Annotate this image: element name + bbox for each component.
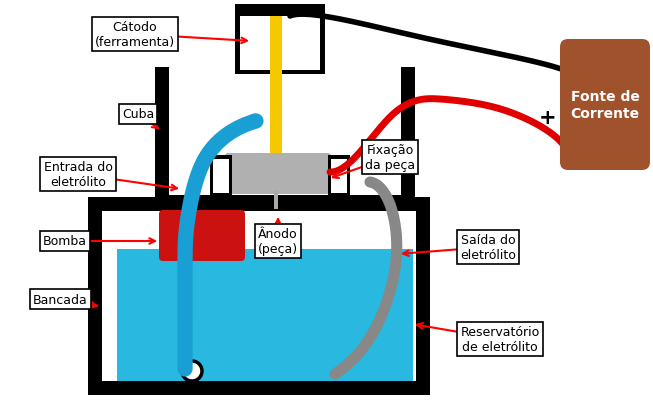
Text: Fixação
da peça: Fixação da peça	[365, 144, 415, 172]
Text: Ânodo
(peça): Ânodo (peça)	[258, 228, 298, 256]
Bar	[117, 249, 413, 381]
Text: Bancada: Bancada	[33, 293, 88, 306]
FancyBboxPatch shape	[560, 40, 650, 171]
Text: Saída do
eletrólito: Saída do eletrólito	[460, 233, 516, 261]
Bar	[235, 5, 240, 75]
Bar	[320, 5, 325, 75]
Bar	[328, 156, 350, 198]
Text: +: +	[539, 108, 557, 128]
Bar	[235, 71, 325, 75]
Bar	[401, 68, 415, 209]
Text: Bomba: Bomba	[43, 235, 87, 248]
Bar	[235, 5, 325, 17]
Bar	[274, 192, 278, 209]
Text: Reservatório
de eletrólito: Reservatório de eletrólito	[460, 325, 539, 353]
Circle shape	[182, 361, 202, 381]
Bar	[213, 160, 229, 194]
Bar	[169, 68, 401, 196]
Bar	[102, 211, 416, 381]
Bar	[155, 196, 415, 209]
Bar	[416, 198, 430, 395]
Bar	[331, 160, 347, 194]
Text: Entrada do
eletrólito: Entrada do eletrólito	[44, 161, 112, 189]
Text: Cátodo
(ferramenta): Cátodo (ferramenta)	[95, 21, 175, 49]
Bar	[240, 17, 320, 71]
FancyBboxPatch shape	[159, 211, 245, 261]
Bar	[88, 198, 102, 395]
Bar	[270, 17, 282, 179]
Bar	[88, 381, 430, 395]
Bar	[210, 156, 232, 198]
Text: Fonte de
Corrente: Fonte de Corrente	[571, 90, 639, 120]
Bar	[155, 68, 169, 209]
Bar	[88, 198, 430, 211]
FancyBboxPatch shape	[225, 153, 331, 194]
Text: -: -	[552, 58, 560, 78]
Text: Cuba: Cuba	[122, 108, 154, 121]
